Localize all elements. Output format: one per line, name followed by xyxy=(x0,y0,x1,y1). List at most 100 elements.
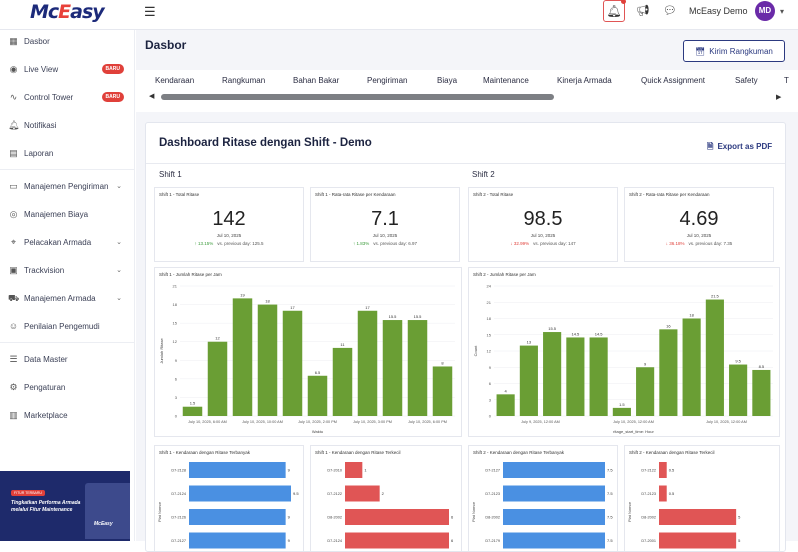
tab-maintenance[interactable]: Maintenance xyxy=(483,76,529,85)
x-tick-label: July 9, 2025, 12:00 AM xyxy=(521,420,560,424)
sidebar-item-penilaian-pengemudi[interactable]: ☺ Penilaian Pengemudi xyxy=(8,317,130,335)
bar[interactable] xyxy=(503,509,605,525)
bar[interactable] xyxy=(282,310,303,416)
bar[interactable] xyxy=(752,369,771,416)
hamburger-menu-icon[interactable]: ☰ xyxy=(144,4,156,19)
bar[interactable] xyxy=(659,329,678,416)
send-summary-button[interactable]: 📅︎ Kirim Rangkuman xyxy=(683,40,785,62)
sidebar-item-marketplace[interactable]: ▥ Marketplace xyxy=(8,406,130,424)
bar[interactable] xyxy=(189,462,286,478)
sidebar-item-label: Trackvision xyxy=(24,265,65,275)
x-tick-label: July 10, 2025, 10:00 AM xyxy=(242,420,283,424)
tab-biaya[interactable]: Biaya xyxy=(437,76,458,85)
bar[interactable] xyxy=(232,298,253,416)
data-label: 6.5 xyxy=(315,370,321,375)
bar[interactable] xyxy=(659,485,667,502)
tabs-scrollbar[interactable] xyxy=(161,94,554,100)
sidebar-item-label: Laporan xyxy=(24,148,54,158)
tab-pengiriman[interactable]: Pengiriman xyxy=(367,76,408,85)
bar[interactable] xyxy=(432,366,453,416)
bar[interactable] xyxy=(589,337,608,416)
bar[interactable] xyxy=(382,320,403,416)
bar[interactable] xyxy=(345,509,449,525)
sidebar-item-laporan[interactable]: ▤ Laporan xyxy=(8,144,130,162)
stat-change: ↑ 1.83% vs. previous day: 6.97 xyxy=(311,241,459,246)
stat-card: Shift 1 - Total Ritase 142 Jul 10, 2025 ↑ 1… xyxy=(154,187,304,262)
y-axis-label: Plat Nomor xyxy=(471,501,476,522)
sidebar-item-pengaturan[interactable]: ⚙ Pengaturan xyxy=(8,378,130,396)
user-name[interactable]: McEasy Demo xyxy=(689,6,748,16)
sidebar-item-manajemen-pengiriman[interactable]: ▭ Manajemen Pengiriman ⌄ xyxy=(8,177,130,195)
sidebar-item-trackvision[interactable]: ▣ Trackvision ⌄ xyxy=(8,261,130,279)
sidebar-item-control-tower[interactable]: ∿ Control Tower BARU xyxy=(8,88,130,106)
bar[interactable] xyxy=(307,375,328,416)
bar[interactable] xyxy=(496,394,515,416)
driver-icon: ☺ xyxy=(8,320,19,331)
sidebar-item-manajemen-armada[interactable]: ⛟ Manajemen Armada ⌄ xyxy=(8,289,130,307)
bar[interactable] xyxy=(612,407,631,416)
mceasy-logo[interactable]: McEasy xyxy=(30,1,105,23)
bar[interactable] xyxy=(345,485,380,502)
chevron-down-icon[interactable]: ▾ xyxy=(780,7,785,16)
vehicle-chart-panel: Shift 1 - Kendaraan dengan Ritase Terban… xyxy=(154,445,304,551)
hourly-chart-panel: Shift 2 - Jumlah Ritase per Jam 0 3 6 9 12 15 1… xyxy=(468,267,780,437)
export-pdf-button[interactable]: 🗎 Export as PDF xyxy=(707,142,773,151)
bar[interactable] xyxy=(189,509,286,525)
sidebar-item-manajemen-biaya[interactable]: ◎ Manajemen Biaya xyxy=(8,205,130,223)
sidebar-item-data-master[interactable]: ☰ Data Master xyxy=(8,350,130,368)
bar[interactable] xyxy=(659,509,737,525)
sidebar-item-dasbor[interactable]: ▦ Dasbor xyxy=(8,32,130,50)
bar[interactable] xyxy=(257,304,278,416)
sidebar-item-label: Pelacakan Armada xyxy=(24,237,92,247)
announcement-icon[interactable]: 📢︎ xyxy=(636,5,650,17)
bar[interactable] xyxy=(332,347,353,416)
store-icon: ▥ xyxy=(9,409,18,420)
data-label: 17 xyxy=(365,305,370,310)
sidebar-item-live-view[interactable]: ◉ Live View BARU xyxy=(8,60,130,78)
tab-rangkuman[interactable]: Rangkuman xyxy=(222,76,266,85)
dashboard-card: Dashboard Ritase dengan Shift - Demo 🗎 Ex… xyxy=(145,122,786,552)
scroll-right-icon[interactable]: ▶ xyxy=(776,94,782,101)
previous-value: vs. previous day: 147 xyxy=(533,241,576,246)
avatar[interactable]: MD xyxy=(755,1,775,21)
bar[interactable] xyxy=(407,320,428,416)
bar[interactable] xyxy=(503,462,605,478)
chevron-down-icon: ⌄ xyxy=(116,183,122,190)
bar[interactable] xyxy=(207,341,228,416)
bar[interactable] xyxy=(566,337,585,416)
tab-t[interactable]: T xyxy=(784,76,789,85)
bar[interactable] xyxy=(682,318,701,417)
sidebar-item-pelacakan-armada[interactable]: ⌖ Pelacakan Armada ⌄ xyxy=(8,233,130,251)
tab-kendaraan[interactable]: Kendaraan xyxy=(155,76,195,85)
notification-bell-button[interactable]: 🔔︎ xyxy=(603,0,626,22)
promo-banner[interactable]: FITUR TERBARU Tingkatkan Performa Armada… xyxy=(0,471,130,541)
y-tick-label: 9 xyxy=(489,365,492,370)
bar[interactable] xyxy=(189,485,291,502)
scroll-left-icon[interactable]: ◀ xyxy=(149,93,155,100)
sidebar-item-label: Marketplace xyxy=(24,410,68,420)
bar[interactable] xyxy=(636,367,655,416)
tab-safety[interactable]: Safety xyxy=(735,76,758,85)
tab-kinerja-armada[interactable]: Kinerja Armada xyxy=(557,76,612,85)
bar[interactable] xyxy=(345,462,363,478)
data-label: 16 xyxy=(666,323,671,328)
sidebar-item-label: Manajemen Pengiriman xyxy=(24,181,109,191)
data-label: 18 xyxy=(265,299,270,304)
bar[interactable] xyxy=(503,485,605,502)
bar[interactable] xyxy=(519,345,538,416)
bar[interactable] xyxy=(729,364,748,416)
bar[interactable] xyxy=(357,310,378,416)
calendar-icon: 📅︎ xyxy=(695,46,706,56)
database-icon: ☰ xyxy=(9,353,18,364)
data-label: 1.5 xyxy=(190,401,196,406)
chat-icon[interactable]: 💬︎ xyxy=(663,5,677,17)
bar[interactable] xyxy=(705,299,724,416)
bar[interactable] xyxy=(659,462,667,478)
y-tick-label: 12 xyxy=(487,349,492,354)
bar[interactable] xyxy=(543,332,562,416)
tab-quick-assignment[interactable]: Quick Assignment xyxy=(641,76,706,85)
tab-bahan-bakar[interactable]: Bahan Bakar xyxy=(293,76,340,85)
bar[interactable] xyxy=(182,406,203,416)
sidebar-item-notifikasi[interactable]: 🔔︎ Notifikasi xyxy=(8,116,130,134)
sidebar-item-label: Pengaturan xyxy=(24,382,66,392)
